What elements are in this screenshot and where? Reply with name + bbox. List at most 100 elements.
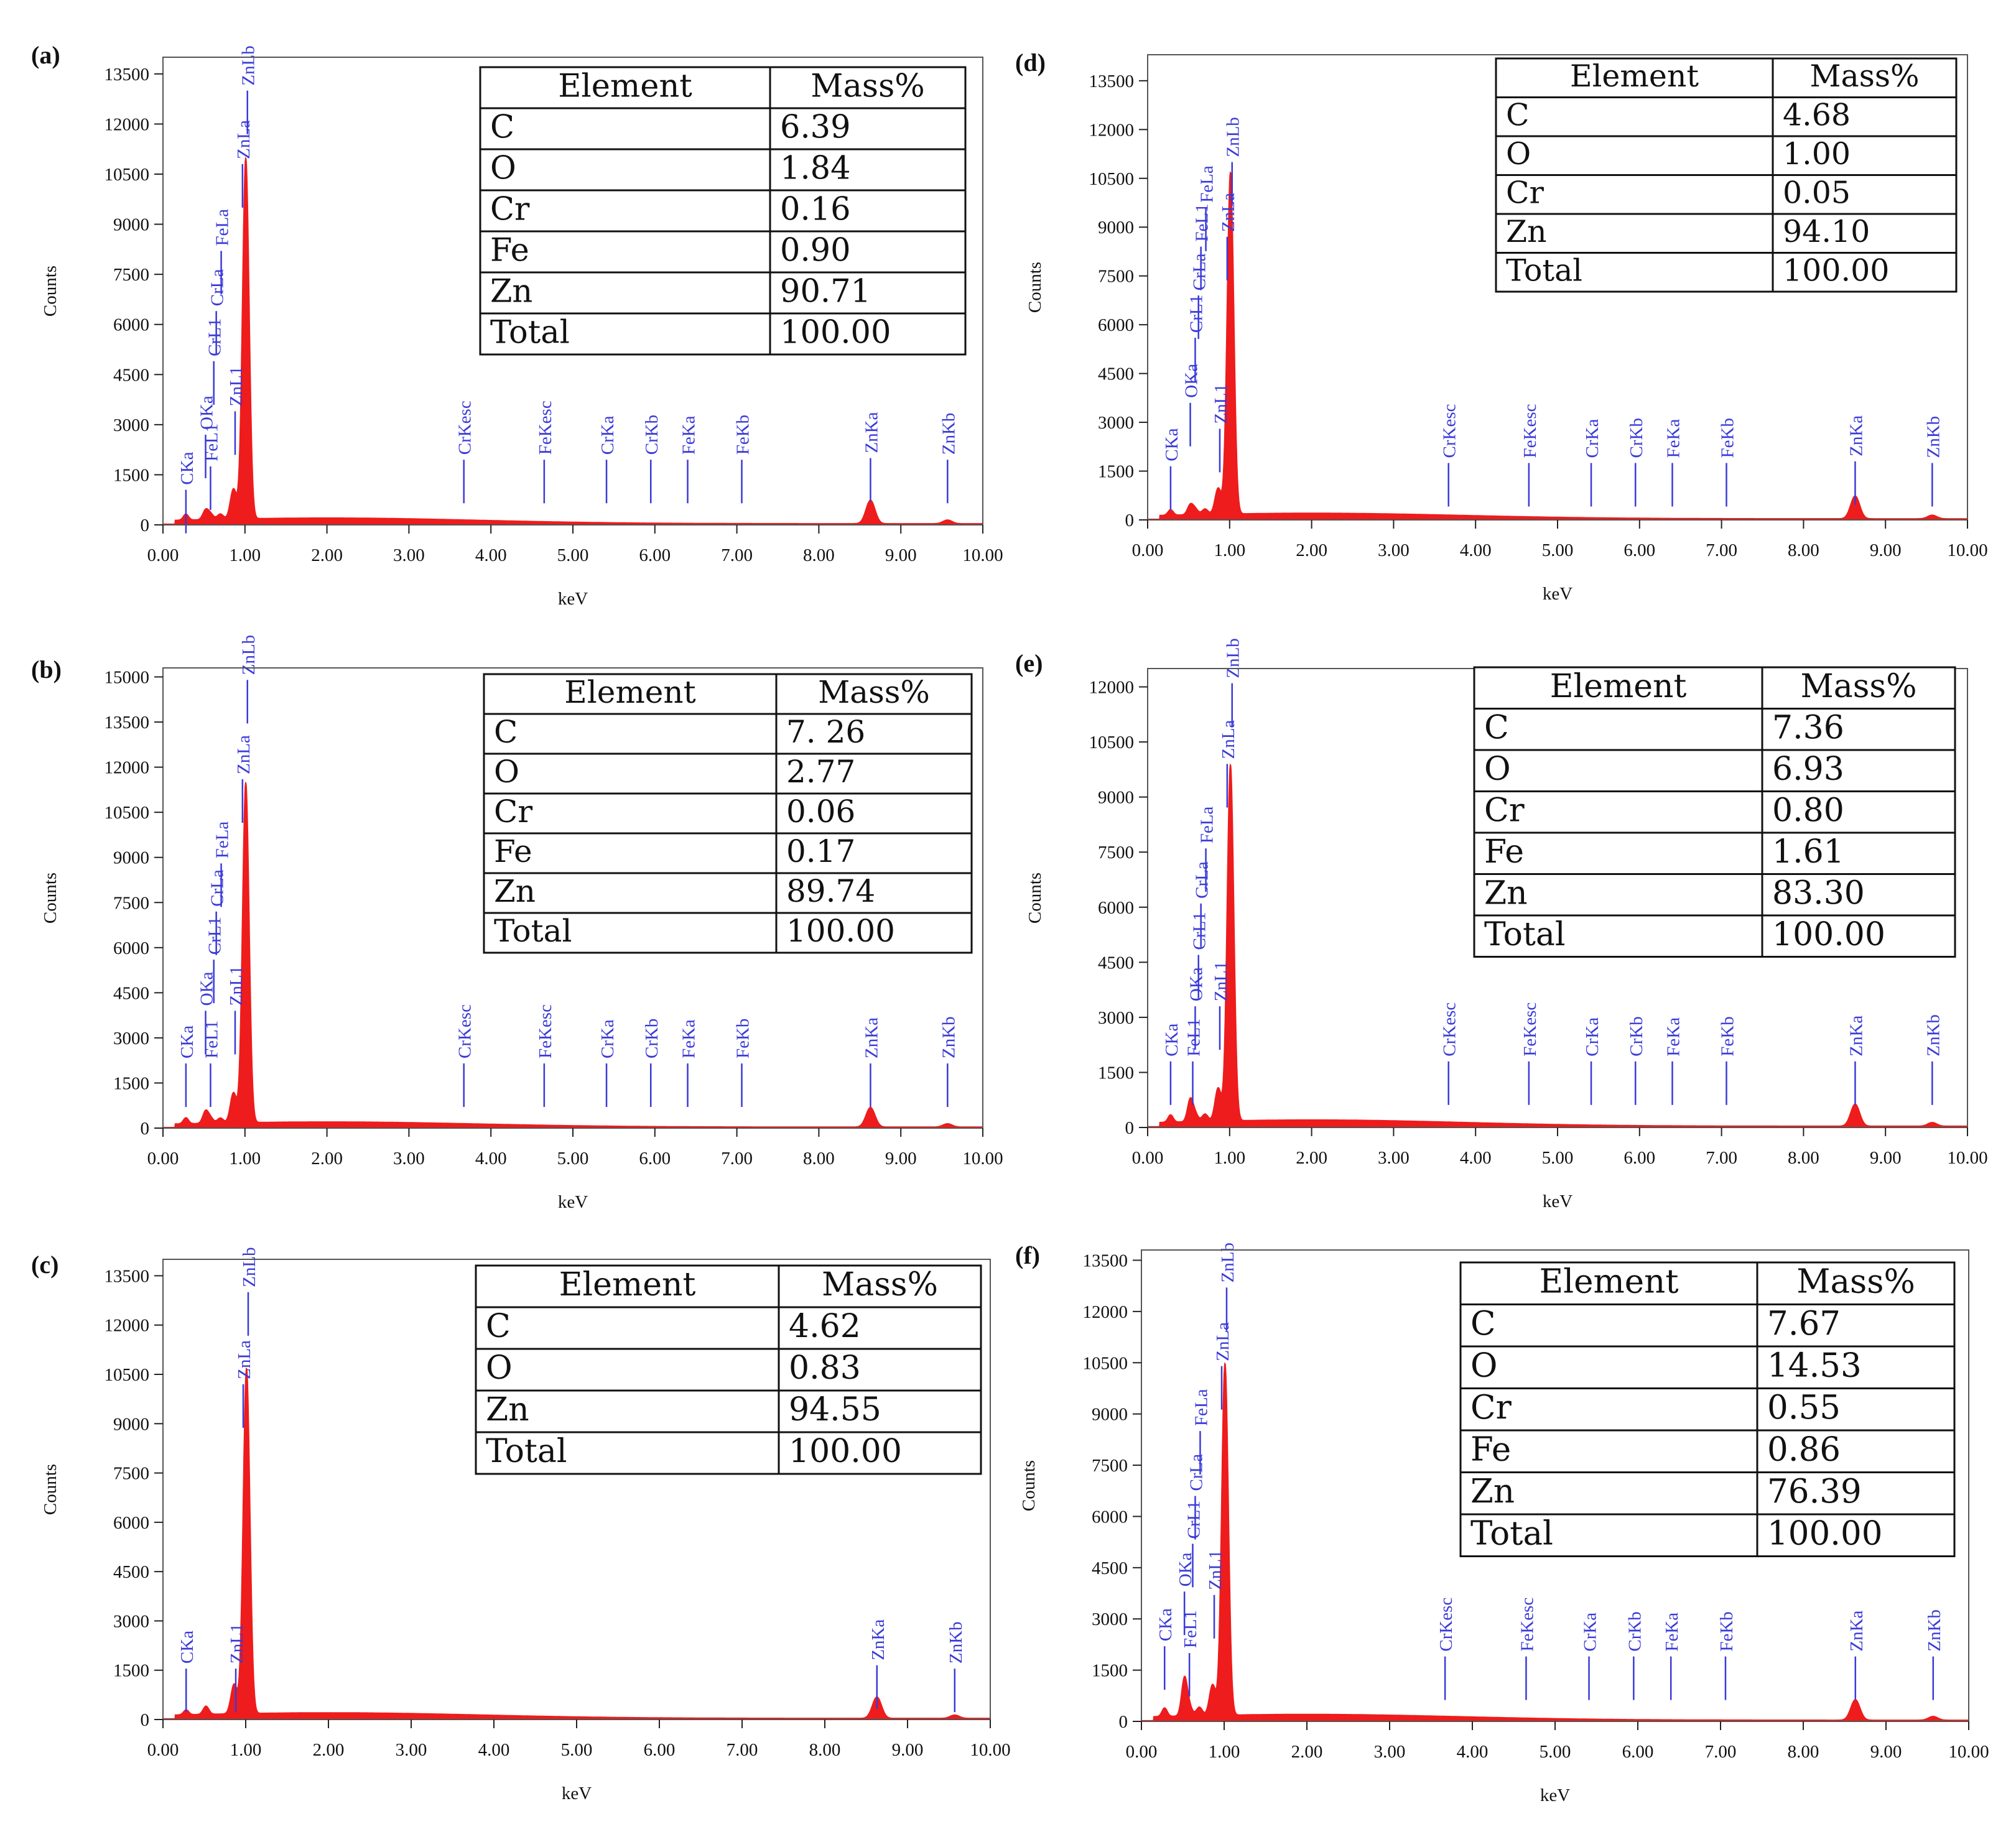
x-axis-label: keV — [1543, 1192, 1572, 1211]
y-axis-label: Counts — [1025, 262, 1045, 313]
x-tick-label: 6.00 — [639, 1149, 671, 1169]
table-cell-element: O — [1484, 751, 1511, 788]
marker-label-fela: FeLa — [1197, 165, 1217, 203]
y-tick-label: 0 — [1125, 511, 1135, 530]
x-tick-label: 2.00 — [1296, 1148, 1327, 1168]
y-tick-label: 3000 — [1092, 1609, 1128, 1629]
marker-label-fekb: FeKb — [1718, 418, 1738, 458]
marker-label-znlb: ZnLb — [239, 45, 259, 85]
spectrum-area — [1141, 1362, 1969, 1722]
marker-label-znla: ZnLa — [234, 120, 254, 159]
x-axis-label: keV — [562, 1784, 592, 1803]
table-cell-mass: 7.67 — [1767, 1305, 1841, 1343]
table-cell-element: C — [1484, 709, 1509, 746]
spectrum-area — [162, 1367, 991, 1720]
x-tick-label: 1.00 — [1214, 540, 1245, 560]
y-tick-label: 1500 — [1098, 1063, 1134, 1083]
table-cell-mass: 0.06 — [786, 794, 855, 830]
marker-label-feka: FeKa — [1664, 419, 1684, 458]
marker-label-cka: CKa — [177, 1025, 197, 1058]
y-tick-label: 0 — [141, 516, 150, 535]
spectrum-area — [1147, 763, 1968, 1128]
x-tick-label: 5.00 — [557, 545, 589, 565]
x-tick-label: 8.00 — [1788, 1742, 1819, 1762]
panel-label: (a) — [31, 41, 60, 69]
y-tick-label: 4500 — [113, 1562, 149, 1582]
y-tick-label: 12000 — [1089, 678, 1135, 698]
y-tick-label: 10500 — [1089, 733, 1135, 752]
marker-label-feka: FeKa — [1662, 1613, 1682, 1652]
x-tick-label: 6.00 — [639, 545, 671, 565]
x-tick-label: 7.00 — [727, 1740, 758, 1760]
table-cell-element: Total — [486, 1433, 567, 1470]
table-header-element: Element — [1539, 1263, 1678, 1301]
x-tick-label: 9.00 — [1870, 1148, 1902, 1168]
chart-panel-a: (a)CKaOKaFeL1CrL1CrLaFeLaZnL1ZnLaZnLbCrK… — [31, 41, 1003, 609]
y-tick-label: 13500 — [1083, 1251, 1128, 1271]
chart-panel-e: (e) CKa FeL1 OKa CrL1 CrLa FeLa ZnL1 ZnLa ZnLb CrK… — [1015, 638, 1988, 1211]
table-cell-mass: 14.53 — [1767, 1347, 1862, 1385]
table-cell-element: Zn — [1506, 214, 1547, 249]
x-tick-label: 5.00 — [557, 1149, 589, 1169]
marker-label-cka: CKa — [177, 1631, 197, 1664]
table-cell-mass: 100.00 — [786, 913, 895, 949]
table-cell-element: Fe — [490, 233, 529, 269]
marker-label-crkesc: CrKesc — [455, 1004, 475, 1058]
marker-label-feka: FeKa — [679, 415, 699, 455]
marker-label-znl1: ZnL1 — [226, 366, 246, 406]
y-tick-label: 1500 — [1098, 462, 1134, 482]
table-cell-mass: 2.77 — [786, 754, 855, 790]
y-tick-label: 10500 — [1089, 169, 1135, 189]
mass-percent-table: Element Mass% C 4.68 O 1.00 Cr 0.05 Zn 94.10 Total… — [1495, 57, 1958, 293]
y-tick-label: 10500 — [105, 165, 150, 185]
y-tick-label: 9000 — [1098, 218, 1134, 238]
table-header-element: Element — [564, 674, 695, 710]
chart-panel-c: (c) CKa ZnL1 ZnLa ZnLb ZnKa ZnKb 0 1500 3000 4500 6… — [31, 1247, 1011, 1803]
marker-label-crkesc: CrKesc — [1440, 404, 1460, 458]
x-tick-label: 6.00 — [1622, 1742, 1654, 1762]
x-tick-label: 10.00 — [1947, 1148, 1987, 1168]
marker-label-feka: FeKa — [1664, 1017, 1684, 1057]
x-tick-label: 8.00 — [1788, 540, 1819, 560]
marker-label-fel1: FeL1 — [1192, 203, 1212, 241]
y-tick-label: 10500 — [1083, 1353, 1128, 1373]
marker-label-znl1: ZnL1 — [1211, 384, 1231, 424]
table-cell-element: C — [494, 714, 518, 750]
table-cell-mass: 7.36 — [1772, 709, 1844, 746]
marker-label-znla: ZnLa — [1213, 1322, 1233, 1361]
marker-label-znla: ZnLa — [234, 735, 254, 774]
table-header-mass: Mass% — [822, 1266, 938, 1303]
table-cell-element: C — [1506, 98, 1530, 133]
table-cell-element: Zn — [490, 274, 532, 310]
table-cell-mass: 6.93 — [1772, 751, 1844, 788]
marker-label-crkb: CrKb — [642, 415, 662, 455]
marker-label-crka: CrKa — [1582, 1017, 1602, 1057]
marker-label-crkb: CrKb — [642, 1019, 662, 1058]
y-tick-label: 12000 — [105, 1316, 150, 1336]
y-tick-label: 3000 — [113, 415, 149, 435]
marker-label-cka: CKa — [177, 451, 197, 484]
y-tick-label: 7500 — [113, 893, 149, 913]
table-cell-element: C — [490, 109, 514, 146]
marker-label-cka: CKa — [1162, 1023, 1182, 1056]
marker-label-oka: OKa — [1186, 967, 1206, 1001]
y-tick-label: 3000 — [113, 1611, 149, 1631]
spectrum-area — [162, 781, 983, 1129]
table-cell-element: O — [490, 150, 516, 187]
x-tick-label: 0.00 — [147, 545, 179, 565]
table-cell-element: Total — [1484, 916, 1565, 953]
x-tick-label: 0.00 — [1132, 540, 1164, 560]
x-tick-label: 2.00 — [1291, 1742, 1323, 1762]
marker-label-fekb: FeKb — [1717, 1611, 1737, 1651]
table-cell-element: Cr — [1484, 792, 1525, 829]
y-tick-label: 13500 — [1089, 72, 1135, 91]
table-cell-element: Total — [1470, 1515, 1553, 1553]
marker-label-znl1: ZnL1 — [226, 966, 246, 1006]
x-tick-label: 9.00 — [1870, 540, 1902, 560]
table-cell-element: O — [486, 1349, 513, 1387]
x-tick-label: 5.00 — [1540, 1742, 1571, 1762]
marker-label-znla: ZnLa — [1219, 193, 1238, 232]
spectrum-area — [1147, 171, 1968, 521]
table-cell-mass: 89.74 — [786, 873, 875, 909]
marker-label-znka: ZnKa — [1846, 415, 1866, 456]
